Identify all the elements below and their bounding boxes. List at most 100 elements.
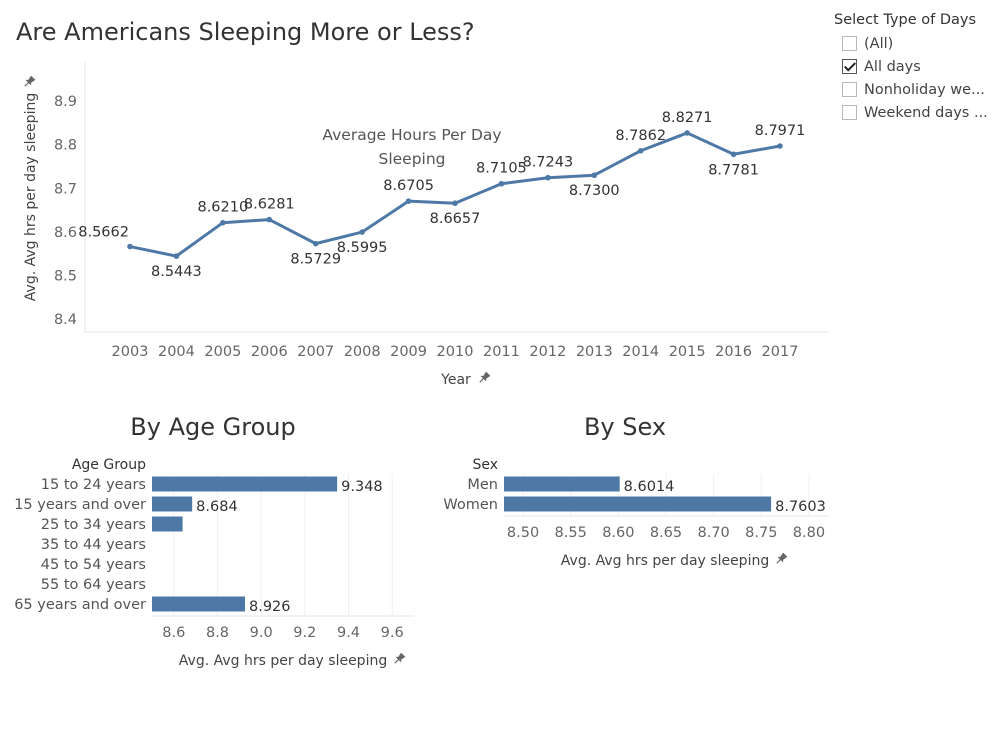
category-label: 35 to 44 years <box>41 537 146 553</box>
bar <box>152 476 338 492</box>
filter-option-label: All days <box>864 58 921 75</box>
x-tick-label: 2009 <box>390 344 427 360</box>
x-tick-label: 2017 <box>762 344 799 360</box>
data-label: 8.7781 <box>708 162 759 178</box>
x-tick-label: 9.0 <box>250 625 273 641</box>
x-tick-label: 8.55 <box>555 525 587 541</box>
data-point <box>545 174 551 181</box>
data-point <box>452 200 458 207</box>
data-point <box>220 219 226 226</box>
x-tick-label: 8.75 <box>745 525 777 541</box>
x-tick-label: 2011 <box>483 344 520 360</box>
x-tick-label: 2014 <box>622 344 659 360</box>
bar <box>152 596 246 612</box>
category-label: Women <box>443 497 498 513</box>
filter-option-label: Nonholiday we... <box>864 81 985 98</box>
checkbox-weekend-days[interactable] <box>842 105 857 120</box>
data-label: 8.5443 <box>151 264 202 280</box>
x-axis-title: Year <box>440 372 471 388</box>
filter-option-weekend-days[interactable]: Weekend days ... <box>834 101 994 124</box>
category-label: Men <box>467 477 498 493</box>
page-title: Are Americans Sleeping More or Less? <box>16 18 475 46</box>
x-tick-label: 8.8 <box>206 625 229 641</box>
y-tick-label: 8.5 <box>54 268 77 284</box>
data-label: 8.6705 <box>383 178 434 194</box>
data-point <box>266 216 273 223</box>
category-label: 55 to 64 years <box>41 577 146 593</box>
checkbox-all[interactable] <box>842 36 857 51</box>
data-point <box>637 147 644 154</box>
data-label: 8.5995 <box>337 240 388 256</box>
data-point <box>405 198 412 204</box>
data-label: 8.6281 <box>244 197 295 213</box>
x-tick-label: 2003 <box>112 344 149 360</box>
y-tick-label: 8.6 <box>54 225 77 241</box>
x-tick-label: 9.4 <box>337 625 360 641</box>
bar <box>152 516 183 532</box>
x-tick-label: 8.80 <box>793 525 825 541</box>
y-tick-label: 8.9 <box>54 94 77 110</box>
filter-title: Select Type of Days <box>834 12 977 28</box>
data-label: 8.7862 <box>615 128 666 144</box>
data-point <box>312 240 319 247</box>
checkbox-nonholiday-weekdays[interactable] <box>842 82 857 97</box>
x-axis-title: Avg. Avg hrs per day sleeping <box>561 553 769 569</box>
filter-option-all[interactable]: (All) <box>834 32 994 55</box>
chart-annotation: Average Hours Per Day <box>322 126 501 144</box>
data-point <box>777 143 783 149</box>
x-tick-label: 8.65 <box>650 525 682 541</box>
pin-icon <box>479 371 491 383</box>
checkbox-all-days[interactable] <box>842 59 857 74</box>
data-label: 8.7300 <box>569 183 620 199</box>
chart-title: By Sex <box>584 413 666 441</box>
data-label: 8.7105 <box>476 161 527 177</box>
data-point <box>591 172 598 179</box>
data-label: 8.684 <box>196 499 238 515</box>
category-label: 45 to 54 years <box>41 557 146 573</box>
chart-annotation: Sleeping <box>378 150 445 168</box>
pin-icon <box>776 552 788 564</box>
x-tick-label: 2012 <box>529 344 566 360</box>
category-label: 15 to 24 years <box>41 477 146 493</box>
x-tick-label: 2016 <box>715 344 752 360</box>
data-label: 8.5729 <box>290 252 341 268</box>
data-point <box>730 151 737 158</box>
y-tick-label: 8.8 <box>54 138 77 154</box>
x-tick-label: 2007 <box>297 344 334 360</box>
category-label: 65 years and over <box>14 597 146 613</box>
data-label: 8.6014 <box>624 479 675 495</box>
x-tick-label: 2008 <box>344 344 381 360</box>
filter-option-label: (All) <box>864 35 894 52</box>
series-line <box>129 131 781 258</box>
data-point <box>127 243 133 250</box>
pin-icon <box>24 75 36 87</box>
data-label: 8.6657 <box>430 211 481 227</box>
x-axis-title: Avg. Avg hrs per day sleeping <box>179 653 387 669</box>
x-tick-label: 2006 <box>251 344 288 360</box>
bar <box>152 496 193 512</box>
filter-option-nonholiday-weekdays[interactable]: Nonholiday we... <box>834 78 994 101</box>
x-tick-label: 8.60 <box>602 525 634 541</box>
x-tick-label: 9.6 <box>381 625 404 641</box>
type-of-days-filter: Select Type of Days (All) All days Nonho… <box>834 12 994 124</box>
filter-option-all-days[interactable]: All days <box>834 55 994 78</box>
data-point <box>173 253 180 259</box>
data-point <box>359 229 365 235</box>
data-label: 9.348 <box>341 479 383 495</box>
x-tick-label: 2013 <box>576 344 613 360</box>
chart-title: By Age Group <box>130 413 295 441</box>
data-label: 8.7603 <box>775 499 826 515</box>
data-label: 8.6210 <box>197 200 248 216</box>
bar <box>504 476 620 492</box>
x-tick-label: 2004 <box>158 344 195 360</box>
category-header: Age Group <box>72 457 146 473</box>
x-tick-label: 2010 <box>437 344 474 360</box>
pin-icon <box>394 652 406 664</box>
data-label: 8.8271 <box>662 110 713 126</box>
bar <box>504 496 772 512</box>
x-tick-label: 8.70 <box>697 525 729 541</box>
data-label: 8.5662 <box>78 225 129 241</box>
filter-option-label: Weekend days ... <box>864 104 988 121</box>
data-point <box>684 130 690 136</box>
